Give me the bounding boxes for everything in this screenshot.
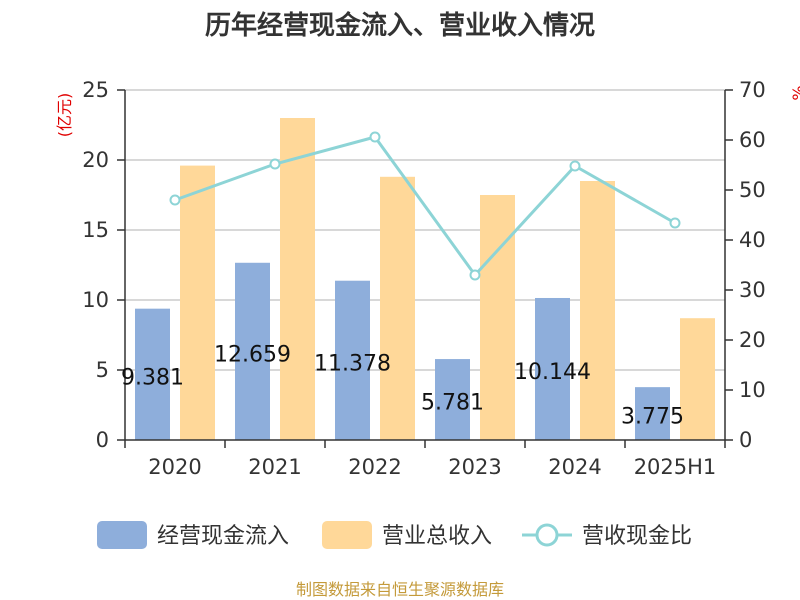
x-tick-label: 2025H1: [634, 455, 717, 479]
axes: 0 5 10 15 20 25 0 10 20 30 40 50 60 70 (亿元)% 2020 2021 20…: [55, 78, 800, 479]
legend-swatch: [97, 521, 147, 549]
right-tick-label: 70: [739, 78, 766, 102]
bar-cash-inflow: [135, 308, 170, 440]
left-tick-label: 15: [82, 218, 109, 242]
cash-ratio-point: [169, 194, 181, 206]
left-tick-label: 25: [82, 78, 109, 102]
bar-revenue: [180, 165, 215, 440]
gridlines: [125, 89, 725, 371]
data-label: 9.381: [121, 365, 184, 390]
legend-label: 营业总收入: [382, 524, 492, 549]
right-tick-label: 60: [739, 128, 766, 152]
line-series: [169, 131, 681, 281]
cash-ratio-line: [174, 135, 676, 278]
x-tick-label: 2020: [148, 455, 201, 479]
bar-revenue: [280, 118, 315, 440]
bars: [135, 118, 715, 441]
data-label: 5.781: [421, 391, 484, 416]
right-tick-label: 50: [739, 178, 766, 202]
cash-ratio-point: [469, 269, 481, 281]
left-tick-label: 10: [82, 288, 109, 312]
data-label: 3.775: [621, 405, 684, 430]
bar-revenue: [480, 195, 515, 440]
x-tick-label: 2021: [248, 455, 301, 479]
data-label: 10.144: [514, 360, 591, 385]
bar-cash-inflow: [435, 359, 470, 440]
right-tick-label: 10: [739, 378, 766, 402]
bar-cash-inflow: [335, 280, 370, 440]
right-axis-unit: %: [789, 85, 800, 100]
x-tick-label: 2022: [348, 455, 401, 479]
source-note: 制图数据来自恒生聚源数据库: [296, 580, 504, 599]
bar-cash-inflow: [535, 297, 570, 440]
data-label: 11.378: [314, 351, 391, 376]
cash-ratio-point: [569, 160, 581, 172]
left-tick-label: 0: [96, 428, 109, 452]
legend-marker: [535, 523, 559, 547]
right-tick-label: 40: [739, 228, 766, 252]
x-tick-label: 2024: [548, 455, 601, 479]
right-tick-label: 30: [739, 278, 766, 302]
cash-ratio-point: [369, 131, 381, 143]
x-tick-label: 2023: [448, 455, 501, 479]
left-tick-label: 5: [96, 358, 109, 382]
bar-revenue: [580, 181, 615, 440]
data-label: 12.659: [214, 342, 291, 367]
legend-label: 经营现金流入: [157, 524, 289, 549]
legend-label: 营收现金比: [582, 524, 692, 549]
right-tick-label: 0: [739, 428, 752, 452]
right-tick-label: 20: [739, 328, 766, 352]
legend: 经营现金流入 营业总收入 营收现金比: [97, 521, 692, 549]
data-labels: 9.381 12.659 11.378 5.781 10.144 3.775: [121, 342, 684, 429]
left-tick-label: 20: [82, 148, 109, 172]
bar-cash-inflow: [635, 387, 670, 440]
cash-ratio-point: [269, 158, 281, 170]
bar-revenue: [380, 176, 415, 441]
chart-title: 历年经营现金流入、营业收入情况: [205, 10, 595, 41]
bar-cash-inflow: [235, 262, 270, 440]
cash-ratio-point: [669, 217, 681, 229]
bar-revenue: [680, 318, 715, 440]
left-axis-unit: (亿元): [55, 93, 74, 138]
legend-swatch: [322, 521, 372, 549]
